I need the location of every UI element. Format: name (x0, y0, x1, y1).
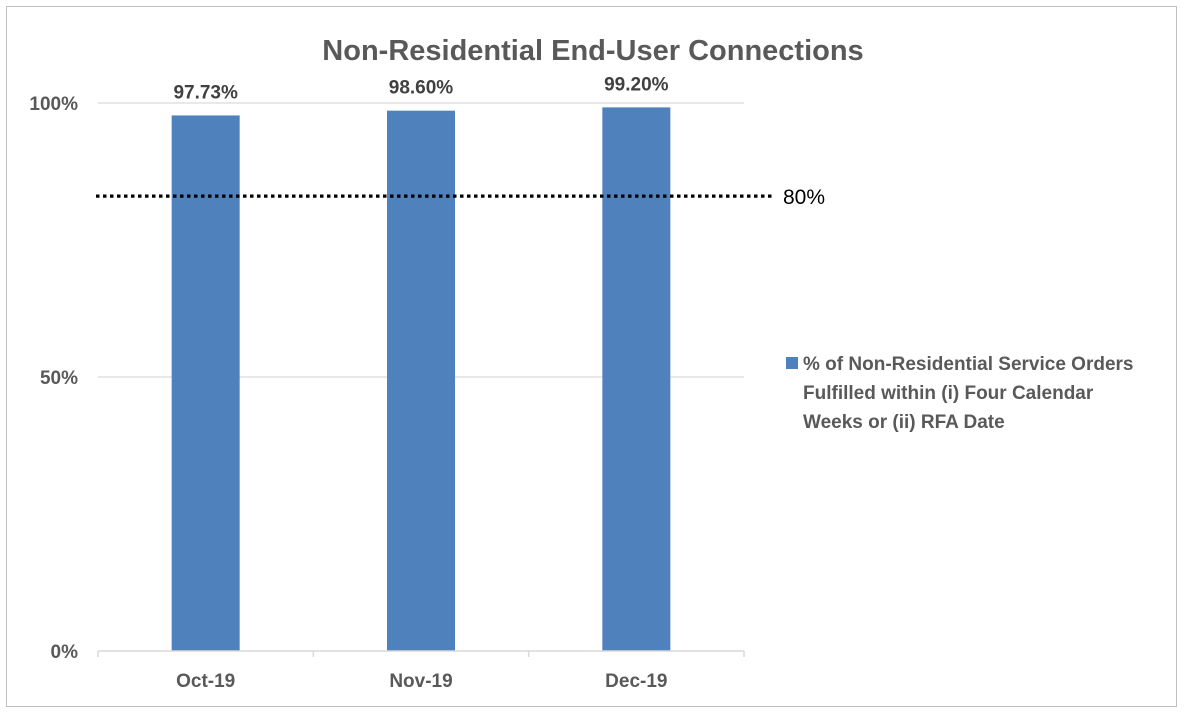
chart-title: Non-Residential End-User Connections (322, 35, 863, 67)
legend: % of Non-Residential Service Orders Fulfi… (786, 354, 1134, 433)
reference-line-group: 80% (96, 186, 825, 209)
x-axis (97, 650, 745, 657)
x-tick-label: Nov-19 (389, 671, 452, 692)
data-label: 98.60% (389, 78, 454, 99)
bar-oct-19 (171, 115, 240, 652)
bar-nov-19 (387, 110, 455, 651)
reference-line-label: 80% (783, 186, 825, 209)
bar-dec-19 (602, 107, 671, 651)
y-axis-ticks: 0% 50% 100% (29, 94, 78, 663)
y-tick-label: 100% (29, 94, 78, 115)
legend-label-line: Fulfilled within (i) Four Calendar (803, 383, 1094, 404)
data-label: 99.20% (604, 74, 669, 95)
data-label: 97.73% (173, 82, 238, 103)
bar-series (171, 107, 671, 652)
data-labels: 97.73% 98.60% 99.20% (173, 74, 668, 103)
x-tick-label: Oct-19 (176, 671, 235, 692)
x-axis-ticks: Oct-19 Nov-19 Dec-19 (176, 671, 667, 692)
y-tick-label: 50% (40, 368, 78, 389)
y-tick-label: 0% (51, 642, 79, 663)
legend-swatch (786, 357, 798, 369)
legend-label-line: Weeks or (ii) RFA Date (803, 412, 1005, 433)
x-tick-label: Dec-19 (605, 671, 667, 692)
legend-label-line: % of Non-Residential Service Orders (803, 354, 1134, 375)
